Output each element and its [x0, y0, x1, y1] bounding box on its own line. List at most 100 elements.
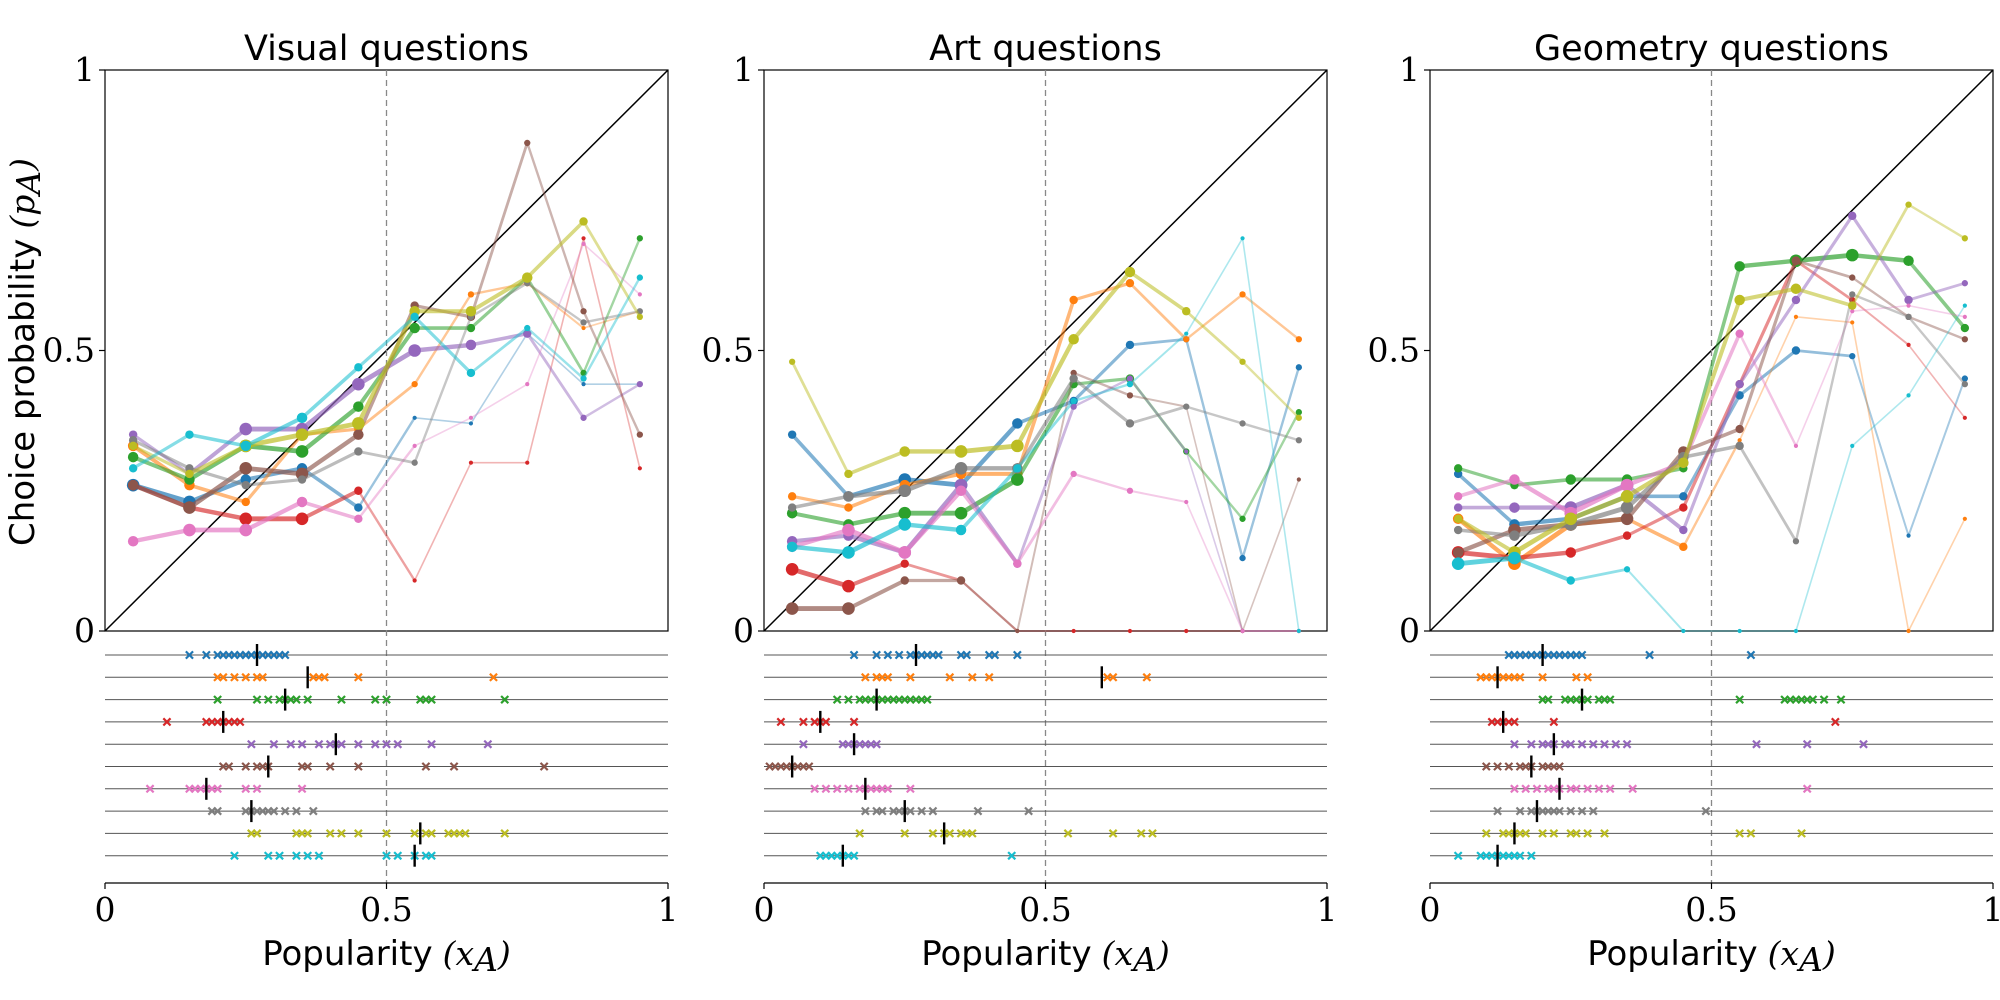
strip-marker: [832, 695, 842, 704]
series-segment: [243, 443, 305, 454]
series-segment: [469, 281, 529, 319]
series-segment: [1737, 286, 1798, 303]
strip-row-7: [105, 777, 668, 800]
data-point: [1070, 470, 1077, 478]
strip-marker: [1605, 784, 1615, 794]
data-point: [468, 415, 474, 420]
strip-marker: [241, 762, 251, 771]
x-axis-label-close: ): [1822, 934, 1836, 973]
strip-marker: [849, 851, 859, 861]
data-point: [637, 466, 642, 471]
data-point: [354, 363, 363, 372]
data-point: [468, 421, 474, 426]
series-segment: [1241, 422, 1301, 442]
data-point: [185, 469, 194, 479]
series-segment: [846, 522, 908, 555]
y-axis-label-sub: A: [9, 171, 48, 198]
data-point: [1906, 342, 1911, 347]
series-segment: [413, 461, 472, 582]
series-segment: [243, 466, 305, 482]
x-axis-label-math: (x: [1102, 934, 1134, 973]
data-point: [898, 506, 912, 520]
strip-plot: [1430, 644, 1993, 867]
strip-marker: [421, 762, 431, 771]
series-segment: [469, 275, 529, 330]
strip-marker: [1808, 695, 1818, 704]
data-point: [899, 446, 910, 457]
strip-row-5: [105, 733, 668, 756]
data-point: [239, 523, 253, 537]
data-point: [1961, 375, 1968, 382]
series-segment: [1185, 405, 1244, 425]
data-point: [579, 217, 588, 226]
series-segment: [1241, 360, 1301, 420]
data-point: [1620, 501, 1634, 514]
strip-row-7: [764, 777, 1327, 800]
series-segment: [413, 315, 473, 464]
strip-marker: [1521, 829, 1531, 838]
data-point: [1508, 551, 1521, 565]
strip-marker: [844, 695, 853, 704]
strip-marker: [235, 717, 245, 727]
data-point: [1793, 443, 1799, 448]
strip-marker: [1493, 762, 1502, 771]
data-point: [636, 274, 643, 281]
x-axis-label: Popularity (xA): [1587, 934, 1836, 979]
data-point: [637, 292, 642, 297]
strip-marker: [821, 784, 831, 794]
data-point: [1848, 211, 1857, 221]
data-point: [785, 562, 799, 576]
series-segment: [130, 527, 192, 544]
strip-marker: [230, 672, 239, 682]
strip-marker: [1600, 739, 1609, 749]
series-10: [128, 274, 643, 473]
strip-marker: [1577, 739, 1587, 749]
data-point: [1850, 443, 1855, 448]
strip-marker: [269, 806, 279, 816]
y-tick-label: 1: [74, 50, 95, 89]
strip-row-4: [105, 710, 668, 733]
strip-marker: [894, 650, 904, 660]
series-segment: [1624, 460, 1686, 499]
data-point: [1735, 379, 1744, 389]
strip-row-4: [1430, 710, 1993, 733]
data-point: [354, 503, 363, 512]
series-segment: [1568, 493, 1630, 522]
data-point: [844, 503, 853, 512]
data-point: [580, 414, 587, 421]
series-6: [1452, 256, 1968, 558]
data-point: [1565, 474, 1576, 485]
data-point: [1849, 274, 1856, 281]
strip-marker: [799, 739, 808, 749]
series-segment: [1851, 321, 1910, 632]
data-point: [128, 464, 138, 473]
strip-marker: [1136, 829, 1146, 838]
data-point: [411, 459, 418, 466]
series-segment: [582, 220, 642, 319]
strip-marker: [990, 650, 1000, 660]
strip-marker: [872, 739, 881, 749]
y-tick-label: 1: [1399, 50, 1420, 89]
series-segment: [1241, 237, 1300, 632]
series-segment: [187, 483, 248, 504]
series-10: [1451, 303, 1967, 634]
data-point: [241, 480, 250, 490]
series-segment: [902, 477, 964, 488]
series-3: [127, 235, 643, 485]
x-tick-label: 0: [1420, 890, 1441, 929]
series-segment: [1907, 281, 1967, 302]
data-point: [1620, 478, 1634, 492]
series-segment: [960, 579, 1019, 632]
strip-marker: [393, 739, 403, 749]
series-segment: [846, 488, 907, 499]
x-tick-label: 0.5: [360, 890, 412, 929]
data-point: [1906, 303, 1911, 308]
data-point: [1069, 374, 1078, 383]
data-point: [955, 485, 967, 496]
series-segment: [1851, 276, 1910, 319]
series-segment: [1456, 477, 1517, 499]
strip-marker: [883, 650, 893, 660]
data-point: [580, 375, 587, 382]
strip-marker: [489, 672, 498, 682]
strip-marker: [201, 650, 211, 660]
